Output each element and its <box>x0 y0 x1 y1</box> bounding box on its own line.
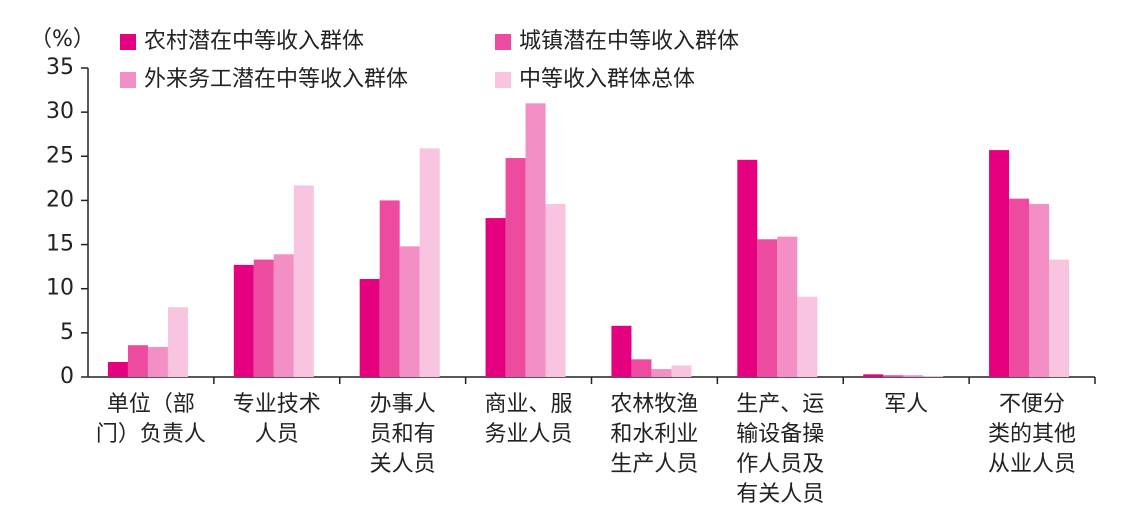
x-tick-label: 从业人员 <box>988 452 1076 477</box>
bar <box>611 325 632 377</box>
x-tick-label: 专业技术 <box>233 392 321 417</box>
x-tick-label: 生产人员 <box>610 452 698 477</box>
bar <box>777 236 798 377</box>
bar <box>167 307 188 377</box>
bar <box>419 148 440 377</box>
bar <box>485 218 506 377</box>
bar <box>651 369 672 377</box>
x-tick-label: 门）负责人 <box>96 422 206 447</box>
bar <box>737 159 758 377</box>
legend-label: 城镇潜在中等收入群体 <box>519 29 739 54</box>
y-tick-label: 30 <box>46 99 74 124</box>
legend-label: 外来务工潜在中等收入群体 <box>144 67 408 92</box>
bar <box>989 150 1010 377</box>
legend-label: 中等收入群体总体 <box>519 67 695 92</box>
bar <box>233 264 254 377</box>
x-tick-label: 关人员 <box>370 452 436 477</box>
x-tick-label: 类的其他 <box>988 422 1076 447</box>
bar <box>525 103 546 378</box>
x-tick-label: 作人员及 <box>736 452 824 477</box>
bar <box>107 361 128 377</box>
bar <box>127 345 148 377</box>
bar <box>273 254 294 377</box>
x-tick-label: 有关人员 <box>736 482 824 507</box>
bar <box>359 279 380 377</box>
bar <box>399 246 420 377</box>
x-tick-label: 员和有 <box>370 422 436 447</box>
y-tick-label: 20 <box>46 187 74 212</box>
legend-swatch <box>495 34 511 50</box>
x-tick-label: 办事人 <box>370 392 436 417</box>
bar <box>863 374 884 377</box>
y-tick-label: 0 <box>60 364 74 389</box>
bar <box>903 375 924 377</box>
x-tick-label: 不便分 <box>999 392 1065 417</box>
x-tick-label: 生产、运 <box>736 392 824 417</box>
x-tick-label: 人员 <box>255 422 299 447</box>
y-tick-label: 10 <box>46 276 74 301</box>
bar <box>671 365 692 377</box>
bar <box>923 376 944 377</box>
legend-swatch <box>495 72 511 88</box>
x-tick-label: 军人 <box>884 392 928 417</box>
x-tick-label: 输设备操 <box>736 422 824 447</box>
x-tick-label: 商业、服 <box>485 392 573 417</box>
y-tick-label: 15 <box>46 232 74 257</box>
bar <box>757 239 778 377</box>
bar <box>293 185 314 377</box>
y-tick-label: 35 <box>46 55 74 80</box>
legend-swatch <box>120 72 136 88</box>
bar <box>883 375 904 377</box>
x-tick-label: 农林牧渔 <box>610 392 698 417</box>
y-tick-label: 5 <box>60 320 74 345</box>
x-tick-label: 务业人员 <box>485 422 573 447</box>
legend-label: 农村潜在中等收入群体 <box>144 29 364 54</box>
bar <box>379 200 400 377</box>
x-tick-label: 和水利业 <box>610 422 698 447</box>
legend-swatch <box>120 34 136 50</box>
y-tick-label: 25 <box>46 143 74 168</box>
bar <box>253 259 274 377</box>
bar <box>797 296 818 377</box>
bar <box>545 203 566 377</box>
bar <box>1009 198 1030 377</box>
bar <box>1049 259 1070 377</box>
bar <box>505 158 526 377</box>
y-axis-label: （%） <box>30 27 95 52</box>
x-tick-label: 单位（部 <box>107 392 195 417</box>
bar <box>1029 203 1050 377</box>
bar <box>631 359 652 377</box>
bar <box>147 346 168 377</box>
